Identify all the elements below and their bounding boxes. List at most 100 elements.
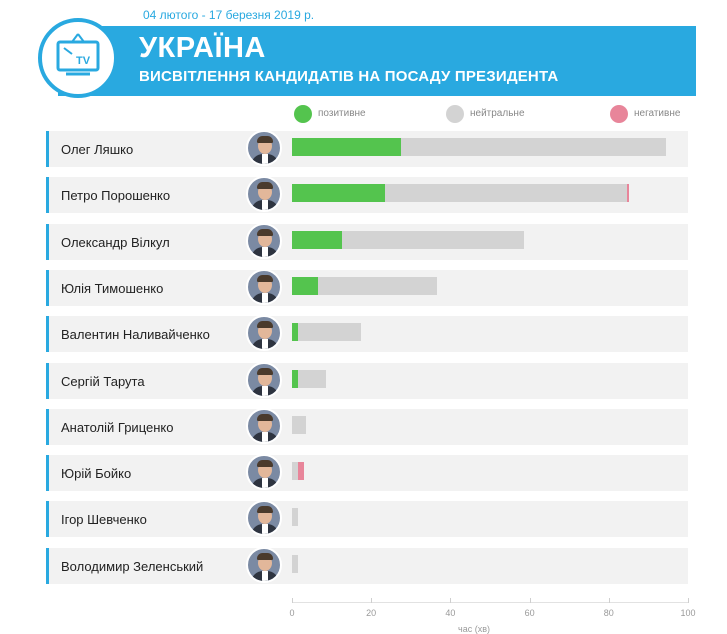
row-accent bbox=[46, 270, 49, 306]
avatar-hair bbox=[257, 414, 273, 421]
x-tick-label: 100 bbox=[680, 608, 696, 618]
chart-row: Олег Ляшко bbox=[46, 130, 688, 167]
avatar-shirt bbox=[262, 524, 268, 534]
avatar-hair bbox=[257, 136, 273, 143]
bar-neutral bbox=[297, 323, 362, 341]
candidate-name: Петро Порошенко bbox=[61, 188, 171, 203]
chart-row: Анатолій Гриценко bbox=[46, 408, 688, 445]
legend-label: нейтральне bbox=[470, 108, 525, 119]
chart-row: Ігор Шевченко bbox=[46, 500, 688, 537]
tv-label: TV bbox=[76, 55, 91, 67]
bar-neutral bbox=[385, 184, 627, 202]
bar-positive bbox=[292, 277, 318, 295]
candidate-avatar bbox=[246, 408, 282, 444]
row-accent bbox=[46, 316, 49, 352]
avatar-shirt bbox=[262, 386, 268, 396]
x-tick-label: 80 bbox=[603, 608, 614, 618]
candidate-avatar bbox=[246, 176, 282, 212]
candidate-avatar bbox=[246, 223, 282, 259]
bar-positive bbox=[292, 231, 342, 249]
row-accent bbox=[46, 131, 49, 167]
tv-logo: TV bbox=[38, 18, 118, 98]
page-title: УКРАЇНА bbox=[139, 32, 266, 64]
avatar-hair bbox=[257, 229, 273, 236]
bar-negative bbox=[297, 462, 304, 480]
x-tick bbox=[450, 598, 452, 603]
avatar-shirt bbox=[262, 154, 268, 164]
chart-row: Олександр Вілкул bbox=[46, 223, 688, 260]
bar-neutral bbox=[292, 555, 298, 573]
candidate-avatar bbox=[246, 315, 282, 351]
avatar-hair bbox=[257, 460, 273, 467]
bar-positive bbox=[292, 138, 401, 156]
chart-row: Володимир Зеленський bbox=[46, 547, 688, 584]
bar-neutral bbox=[297, 370, 326, 388]
avatar-shirt bbox=[262, 478, 268, 488]
legend-swatch bbox=[294, 105, 312, 123]
row-accent bbox=[46, 363, 49, 399]
candidate-avatar bbox=[246, 454, 282, 490]
bar-neutral bbox=[341, 231, 524, 249]
x-axis-line bbox=[292, 602, 688, 603]
avatar-hair bbox=[257, 553, 273, 560]
row-accent bbox=[46, 548, 49, 584]
avatar-shirt bbox=[262, 247, 268, 257]
candidate-name: Олег Ляшко bbox=[61, 142, 134, 157]
row-accent bbox=[46, 224, 49, 260]
date-range: 04 лютого - 17 березня 2019 р. bbox=[143, 8, 315, 22]
legend-label: негативне bbox=[634, 108, 681, 119]
avatar-hair bbox=[257, 368, 273, 375]
bar-neutral bbox=[292, 416, 306, 434]
bar-positive bbox=[292, 184, 386, 202]
candidate-avatar bbox=[246, 269, 282, 305]
bar-negative bbox=[626, 184, 629, 202]
bar-neutral bbox=[292, 508, 298, 526]
candidate-name: Анатолій Гриценко bbox=[61, 420, 174, 435]
chart-row: Юлія Тимошенко bbox=[46, 269, 688, 306]
avatar-shirt bbox=[262, 571, 268, 581]
x-tick bbox=[529, 598, 531, 603]
candidate-name: Юлія Тимошенко bbox=[61, 281, 164, 296]
candidate-name: Юрій Бойко bbox=[61, 466, 132, 481]
avatar-shirt bbox=[262, 293, 268, 303]
legend-label: позитивне bbox=[318, 108, 366, 119]
candidate-name: Сергій Тарута bbox=[61, 374, 145, 389]
page-subtitle: ВИСВІТЛЕННЯ КАНДИДАТІВ НА ПОСАДУ ПРЕЗИДЕ… bbox=[139, 68, 559, 85]
x-tick bbox=[688, 598, 689, 603]
x-axis-title: час (хв) bbox=[458, 624, 490, 634]
candidate-avatar bbox=[246, 500, 282, 536]
x-tick-label: 40 bbox=[445, 608, 456, 618]
candidate-avatar bbox=[246, 547, 282, 583]
chart-row: Сергій Тарута bbox=[46, 362, 688, 399]
candidate-avatar bbox=[246, 130, 282, 166]
bar-neutral bbox=[400, 138, 667, 156]
avatar-shirt bbox=[262, 200, 268, 210]
row-accent bbox=[46, 177, 49, 213]
x-tick bbox=[371, 598, 373, 603]
x-tick-label: 20 bbox=[366, 608, 377, 618]
header-banner bbox=[58, 26, 696, 96]
x-tick-label: 60 bbox=[524, 608, 535, 618]
tv-icon: TV bbox=[56, 33, 100, 76]
row-accent bbox=[46, 409, 49, 445]
row-accent bbox=[46, 455, 49, 491]
bar-positive bbox=[292, 323, 298, 341]
avatar-hair bbox=[257, 321, 273, 328]
avatar-shirt bbox=[262, 339, 268, 349]
avatar-hair bbox=[257, 182, 273, 189]
x-tick-label: 0 bbox=[289, 608, 295, 618]
row-accent bbox=[46, 501, 49, 537]
legend-swatch bbox=[610, 105, 628, 123]
legend-swatch bbox=[446, 105, 464, 123]
bar-neutral bbox=[292, 462, 298, 480]
avatar-hair bbox=[257, 275, 273, 282]
x-tick bbox=[292, 598, 293, 603]
candidate-name: Олександр Вілкул bbox=[61, 235, 170, 250]
candidate-name: Володимир Зеленський bbox=[61, 559, 204, 574]
bar-positive bbox=[292, 370, 298, 388]
chart-row: Валентин Наливайченко bbox=[46, 315, 688, 352]
chart-row: Юрій Бойко bbox=[46, 454, 688, 491]
avatar-shirt bbox=[262, 432, 268, 442]
candidate-avatar bbox=[246, 362, 282, 398]
x-tick bbox=[608, 598, 610, 603]
